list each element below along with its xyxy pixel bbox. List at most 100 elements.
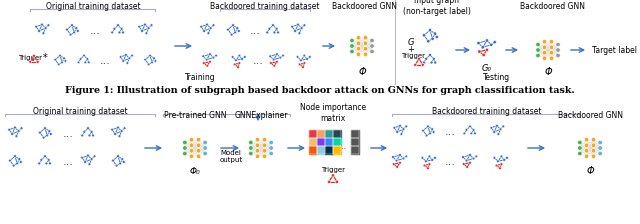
Circle shape [350, 44, 354, 48]
Circle shape [122, 31, 124, 34]
Bar [317, 130, 325, 138]
Text: Pre-trained GNN: Pre-trained GNN [164, 110, 227, 119]
Text: Target label: Target label [592, 45, 637, 54]
Bar [325, 130, 333, 138]
Circle shape [481, 46, 484, 49]
Circle shape [500, 163, 503, 166]
Circle shape [465, 159, 468, 162]
Circle shape [237, 66, 239, 69]
Circle shape [273, 65, 276, 67]
Circle shape [591, 143, 596, 147]
Circle shape [15, 135, 18, 138]
Circle shape [262, 149, 267, 153]
Circle shape [205, 58, 208, 61]
Bar [325, 146, 333, 154]
Circle shape [490, 126, 493, 129]
Circle shape [303, 54, 306, 57]
Circle shape [147, 27, 150, 30]
Circle shape [350, 49, 354, 54]
Circle shape [549, 45, 554, 50]
Circle shape [238, 54, 241, 57]
Circle shape [262, 138, 267, 142]
Circle shape [88, 134, 91, 137]
Circle shape [262, 143, 267, 147]
Circle shape [236, 27, 239, 30]
Circle shape [556, 42, 560, 47]
Circle shape [335, 180, 339, 183]
Circle shape [497, 160, 499, 163]
Circle shape [332, 174, 335, 177]
Circle shape [591, 149, 596, 153]
Circle shape [212, 56, 215, 59]
Bar [309, 130, 317, 138]
Circle shape [237, 30, 240, 32]
Circle shape [203, 151, 207, 156]
Circle shape [536, 48, 540, 52]
Circle shape [189, 143, 194, 147]
Circle shape [189, 138, 194, 142]
Text: Φ: Φ [358, 67, 366, 77]
Circle shape [196, 138, 201, 142]
Circle shape [84, 161, 86, 164]
Bar [325, 138, 333, 146]
Circle shape [90, 158, 93, 161]
Circle shape [182, 140, 187, 145]
Circle shape [93, 155, 96, 158]
Circle shape [279, 56, 282, 59]
Circle shape [86, 127, 90, 130]
Circle shape [399, 154, 401, 156]
Text: ...: ... [445, 157, 456, 167]
Circle shape [402, 128, 405, 131]
Circle shape [73, 31, 76, 34]
Text: Original training dataset: Original training dataset [45, 2, 140, 11]
Circle shape [417, 57, 420, 60]
Circle shape [143, 23, 147, 26]
Circle shape [49, 133, 52, 136]
Circle shape [126, 62, 129, 65]
Circle shape [200, 25, 203, 28]
Circle shape [493, 131, 495, 134]
Circle shape [425, 134, 428, 137]
Circle shape [422, 34, 426, 37]
Circle shape [427, 167, 429, 170]
Circle shape [122, 60, 125, 62]
Circle shape [395, 159, 398, 162]
Circle shape [370, 44, 374, 48]
Circle shape [370, 38, 374, 43]
Bar [333, 146, 341, 154]
Circle shape [17, 130, 20, 133]
Circle shape [11, 133, 13, 136]
Circle shape [262, 154, 267, 159]
Circle shape [215, 54, 218, 57]
Circle shape [271, 24, 275, 27]
Circle shape [435, 35, 438, 39]
Text: Testing: Testing [483, 73, 511, 82]
Bar [309, 130, 317, 138]
Circle shape [238, 62, 241, 65]
Circle shape [423, 164, 426, 167]
Circle shape [364, 36, 368, 40]
Circle shape [429, 54, 431, 56]
Circle shape [421, 156, 424, 159]
Circle shape [542, 56, 547, 60]
Text: Φ: Φ [544, 67, 552, 77]
Bar [351, 146, 359, 154]
Circle shape [275, 27, 278, 30]
Circle shape [84, 61, 87, 64]
Circle shape [232, 24, 234, 27]
Circle shape [300, 59, 302, 62]
Circle shape [145, 32, 148, 34]
Circle shape [500, 155, 503, 158]
Circle shape [33, 54, 35, 57]
Circle shape [44, 155, 47, 158]
Circle shape [88, 61, 90, 64]
Bar [351, 130, 359, 138]
Circle shape [598, 151, 602, 156]
Circle shape [116, 155, 120, 158]
Circle shape [83, 130, 86, 133]
Circle shape [428, 163, 431, 166]
Circle shape [276, 53, 278, 56]
Circle shape [119, 162, 122, 165]
Circle shape [502, 125, 505, 128]
Circle shape [485, 48, 489, 52]
